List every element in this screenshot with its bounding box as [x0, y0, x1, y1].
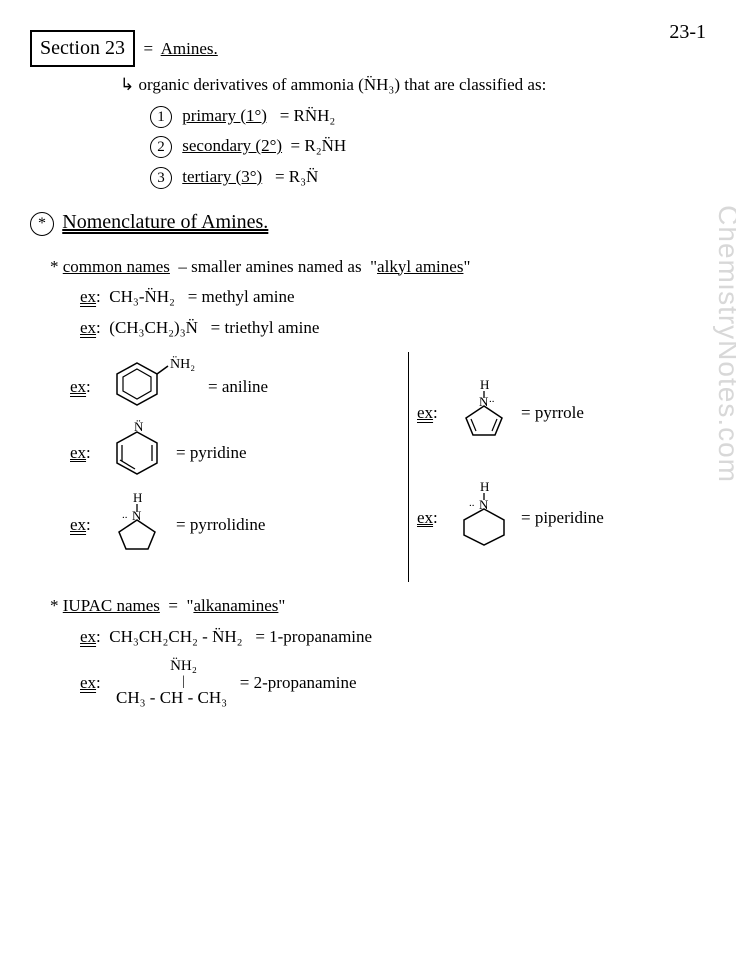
nomenclature-title: Nomenclature of Amines. [62, 211, 268, 233]
section-header: Section 23 = Amines. [30, 30, 716, 67]
section-box: Section 23 [30, 30, 135, 67]
class-primary: 1 primary (1°) = RN̈H₂ [30, 104, 716, 129]
common-names-label: common names [63, 257, 170, 276]
name: = pyrrole [521, 401, 584, 426]
intro-text: organic derivatives of ammonia (N̈H₃) th… [139, 75, 547, 94]
num-1-icon: 1 [150, 106, 172, 128]
arrow-icon: ↳ [120, 75, 134, 94]
num-2-icon: 2 [150, 136, 172, 158]
svg-text:H: H [480, 377, 489, 392]
formula: CH₃-N̈H₂ [109, 287, 175, 306]
example-1-propanamine: ex: CH₃CH₂CH₂ - N̈H₂ = 1-propanamine [30, 625, 716, 650]
alkyl-amines: alkyl amines [377, 257, 463, 276]
svg-text:H: H [133, 490, 142, 505]
num-3-icon: 3 [150, 167, 172, 189]
ex-label: ex [417, 508, 433, 527]
left-column: ex: N̈H₂ = aniline ex: N̈ [70, 352, 400, 567]
ex-label: ex [80, 673, 96, 692]
example-methylamine: ex: CH₃-N̈H₂ = methyl amine [30, 285, 716, 310]
class-eq: = R₃N̈ [275, 167, 318, 186]
class-eq: = RN̈H₂ [280, 106, 336, 125]
svg-text:H: H [480, 479, 489, 494]
star-circled-icon: * [30, 212, 54, 236]
svg-text:..: .. [122, 509, 128, 521]
formula: CH₃CH₂CH₂ - N̈H₂ [109, 627, 242, 646]
page-number: 23-1 [669, 18, 706, 47]
name: = piperidine [521, 506, 604, 531]
ex-label: ex [80, 627, 96, 646]
name: = 2-propanamine [240, 671, 357, 696]
star-icon: * [50, 257, 59, 276]
common-names-line: * common names – smaller amines named as… [30, 255, 716, 280]
iupac-heading: * IUPAC names = "alkanamines" [30, 594, 716, 619]
ex-label: ex [80, 287, 96, 306]
ex-label: ex [70, 443, 86, 462]
common-names-desc: – smaller amines named as [178, 257, 361, 276]
class-label: secondary (2°) [182, 136, 282, 155]
intro-line: ↳ organic derivatives of ammonia (N̈H₃) … [30, 73, 716, 98]
equals: = [168, 596, 178, 615]
example-pyrrolidine: ex: H N .. = pyrrolidine [70, 492, 400, 560]
class-tertiary: 3 tertiary (3°) = R₃N̈ [30, 165, 716, 190]
name: = aniline [208, 375, 268, 400]
formula-bottom: CH₃ - CH - CH₃ [116, 686, 227, 711]
example-piperidine: ex: H N .. = piperidine [417, 482, 697, 554]
ex-label: ex [70, 377, 86, 396]
class-eq: = R₂N̈H [291, 136, 347, 155]
class-secondary: 2 secondary (2°) = R₂N̈H [30, 134, 716, 159]
name: = triethyl amine [211, 318, 320, 337]
name: = pyrrolidine [176, 513, 265, 538]
name: = methyl amine [188, 287, 295, 306]
svg-text:..: .. [469, 497, 475, 509]
nomenclature-heading: * Nomenclature of Amines. [30, 208, 716, 237]
formula-top: N̈H₂ [116, 656, 227, 678]
example-aniline: ex: N̈H₂ = aniline [70, 360, 400, 414]
piperidine-icon: H N .. [459, 482, 509, 554]
ex-label: ex [70, 515, 86, 534]
formula-stacked: N̈H₂ | CH₃ - CH - CH₃ [116, 656, 227, 711]
svg-text:..: .. [489, 393, 495, 405]
iupac-label: IUPAC names [63, 596, 160, 615]
class-label: primary (1°) [182, 106, 267, 125]
benzene-icon: N̈H₂ [112, 360, 162, 414]
example-pyrrole: ex: H N .. = pyrrole [417, 380, 697, 446]
alkanamines: alkanamines [193, 596, 278, 615]
class-label: tertiary (3°) [182, 167, 262, 186]
ex-label: ex [80, 318, 96, 337]
example-pyridine: ex: N̈ = pyridine [70, 422, 400, 484]
equals: = [144, 39, 154, 58]
example-2-propanamine: ex: N̈H₂ | CH₃ - CH - CH₃ = 2-propanamin… [30, 656, 716, 711]
pyrrolidine-icon: H N .. [112, 492, 162, 560]
pyridine-icon: N̈ [112, 422, 162, 484]
svg-text:N̈: N̈ [134, 419, 144, 434]
name: = 1-propanamine [255, 627, 372, 646]
formula: (CH₃CH₂)₃N̈ [109, 318, 198, 337]
ex-label: ex [417, 403, 433, 422]
section-title: Amines. [161, 39, 218, 58]
name: = pyridine [176, 441, 247, 466]
pyrrole-icon: H N .. [459, 380, 509, 446]
star-icon: * [50, 596, 59, 615]
example-triethylamine: ex: (CH₃CH₂)₃N̈ = triethyl amine [30, 316, 716, 341]
ring-examples: ex: N̈H₂ = aniline ex: N̈ [30, 352, 716, 582]
column-divider [408, 352, 409, 582]
right-column: ex: H N .. = pyrrole ex: H [417, 352, 697, 561]
svg-text:N̈H₂: N̈H₂ [170, 356, 195, 373]
